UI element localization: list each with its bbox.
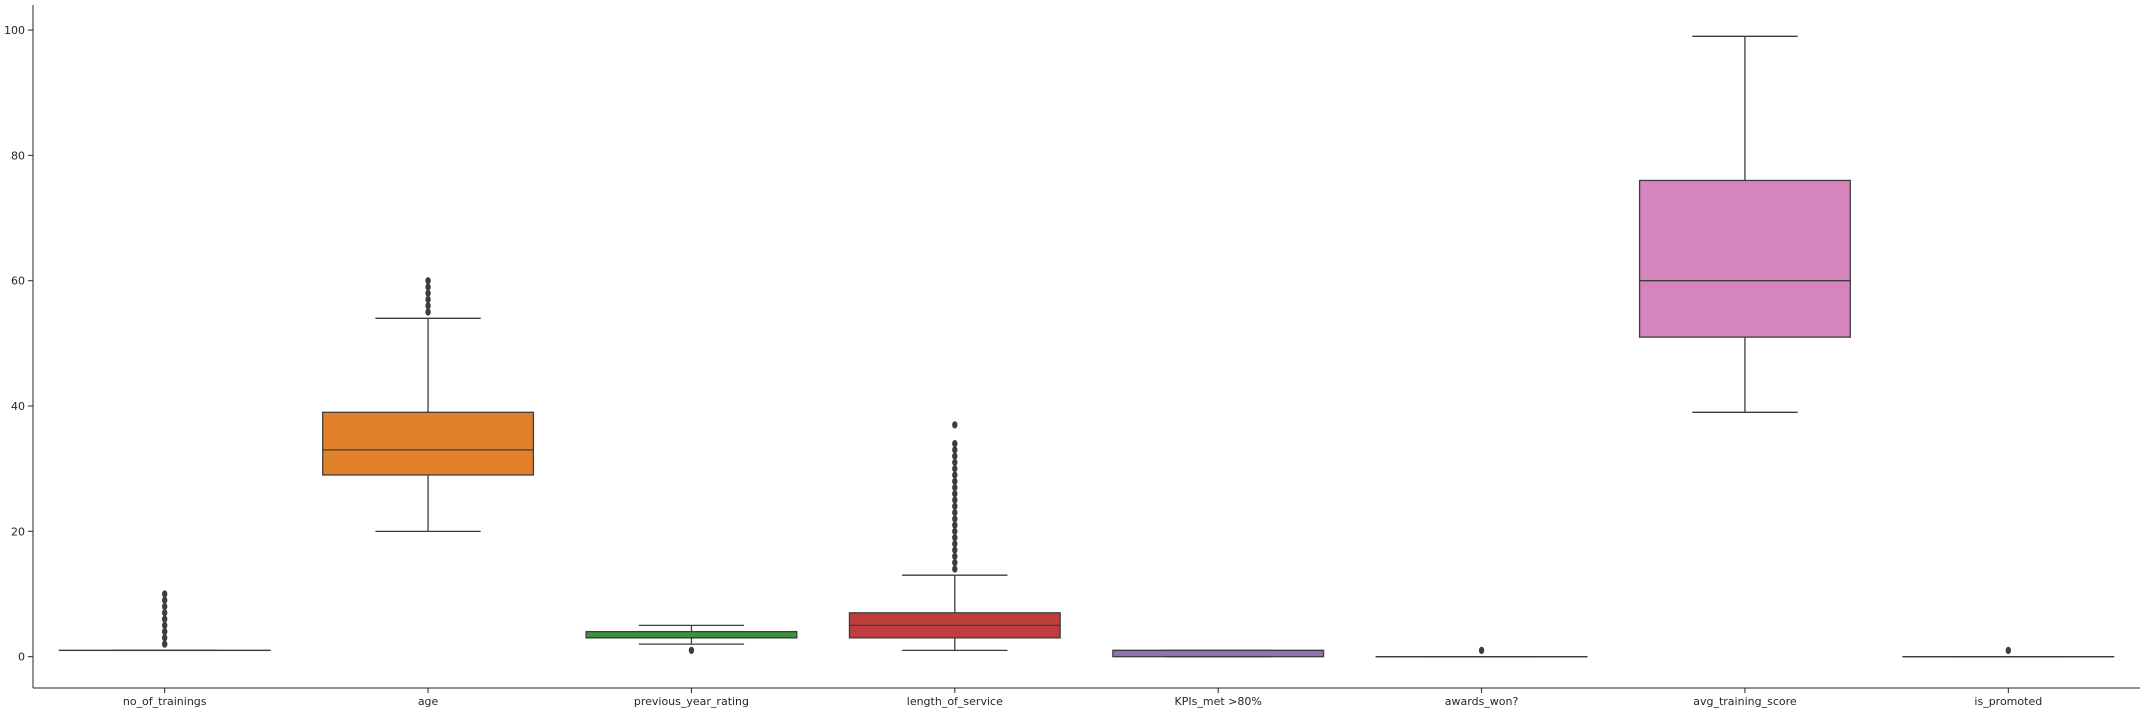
- outlier-point: [953, 547, 958, 553]
- y-tick-label: 40: [11, 400, 25, 413]
- x-tick-label: avg_training_score: [1693, 695, 1797, 708]
- outlier-point: [953, 440, 958, 446]
- outlier-point: [953, 522, 958, 528]
- outlier-point: [426, 290, 431, 296]
- box-group-3: [586, 625, 797, 653]
- outlier-point: [689, 647, 694, 653]
- chart-marks: [59, 36, 2113, 656]
- outlier-point: [953, 497, 958, 503]
- outlier-point: [953, 453, 958, 459]
- outlier-point: [953, 472, 958, 478]
- outlier-point: [953, 553, 958, 559]
- outlier-point: [426, 303, 431, 309]
- x-tick-label: is_promoted: [1974, 695, 2042, 708]
- y-ticks: 0 20 40 60 80 100: [4, 24, 33, 664]
- box-group-6: [1376, 647, 1587, 656]
- outlier-point: [953, 422, 958, 428]
- outlier-point: [162, 591, 167, 597]
- outlier-point: [1479, 647, 1484, 653]
- y-tick-label: 60: [11, 275, 25, 288]
- outlier-point: [162, 628, 167, 634]
- x-tick-label: no_of_trainings: [123, 695, 207, 708]
- x-tick-label: previous_year_rating: [634, 695, 749, 708]
- box: [1113, 650, 1324, 656]
- outlier-point: [953, 503, 958, 509]
- outlier-point: [953, 509, 958, 515]
- box-group-2: [323, 278, 534, 532]
- outlier-point: [953, 528, 958, 534]
- x-tick-label: age: [418, 695, 439, 708]
- box-group-7: [1640, 36, 1851, 412]
- outlier-point: [426, 278, 431, 284]
- outlier-point: [953, 459, 958, 465]
- x-tick-label: KPIs_met >80%: [1175, 695, 1262, 708]
- box-group-5: [1113, 650, 1324, 656]
- outlier-point: [953, 465, 958, 471]
- outlier-point: [426, 284, 431, 290]
- outlier-point: [953, 516, 958, 522]
- y-tick-label: 80: [11, 149, 25, 162]
- outlier-point: [162, 635, 167, 641]
- outlier-point: [162, 597, 167, 603]
- y-tick-label: 100: [4, 24, 25, 37]
- outlier-point: [426, 309, 431, 315]
- box: [1640, 180, 1851, 337]
- outlier-point: [162, 641, 167, 647]
- outlier-point: [953, 541, 958, 547]
- outlier-point: [953, 534, 958, 540]
- outlier-point: [953, 478, 958, 484]
- outlier-point: [162, 622, 167, 628]
- outlier-point: [162, 610, 167, 616]
- outlier-point: [953, 447, 958, 453]
- box-group-8: [1903, 647, 2114, 656]
- outlier-point: [2006, 647, 2011, 653]
- box: [323, 412, 534, 475]
- outlier-point: [953, 566, 958, 572]
- box: [586, 632, 797, 638]
- y-tick-label: 0: [18, 651, 25, 664]
- x-ticks: no_of_trainings age previous_year_rating le…: [123, 688, 2042, 708]
- y-tick-label: 20: [11, 525, 25, 538]
- outlier-point: [953, 491, 958, 497]
- outlier-point: [426, 296, 431, 302]
- outlier-point: [953, 484, 958, 490]
- outlier-point: [162, 616, 167, 622]
- outlier-point: [953, 559, 958, 565]
- outlier-point: [162, 603, 167, 609]
- box-group-4: [849, 422, 1060, 651]
- x-tick-label: length_of_service: [907, 695, 1003, 708]
- box-group-1: [59, 591, 270, 651]
- x-tick-label: awards_won?: [1445, 695, 1519, 708]
